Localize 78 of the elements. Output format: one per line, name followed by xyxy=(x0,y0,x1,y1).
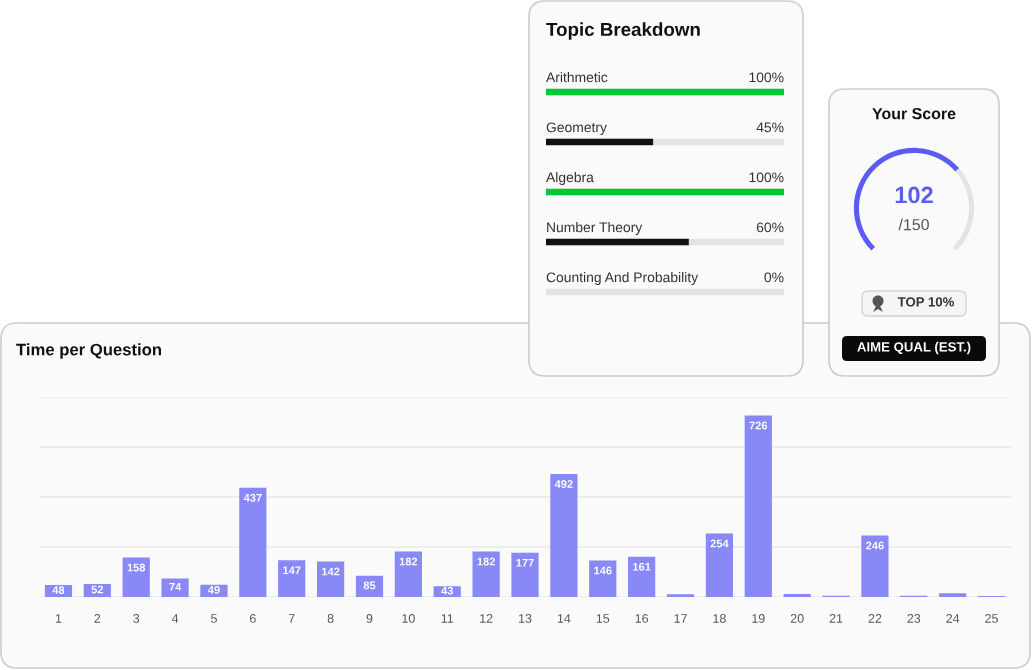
bar xyxy=(394,551,422,597)
x-tick-label: 3 xyxy=(133,614,140,623)
x-tick-label: 7 xyxy=(288,614,295,623)
chart-title: Time per Question xyxy=(16,343,161,359)
y-tick-label: Algebra xyxy=(546,172,594,185)
bar xyxy=(666,594,695,597)
x-tick-label: 8 xyxy=(327,614,334,623)
data-label: 177 xyxy=(516,558,534,567)
data-label: 45% xyxy=(756,122,784,133)
data-label: 100% xyxy=(749,72,784,83)
y-tick-label: Geometry xyxy=(546,122,607,135)
data-label: 254 xyxy=(710,539,729,548)
data-label: 158 xyxy=(127,563,146,572)
x-tick-label: 17 xyxy=(674,614,687,623)
data-label: 48 xyxy=(52,586,65,594)
bar xyxy=(511,552,539,597)
bar xyxy=(861,535,889,597)
x-tick-label: 22 xyxy=(868,614,882,623)
bar xyxy=(589,560,617,597)
y-tick-label: Counting And Probability xyxy=(546,272,699,285)
x-tick-label: 18 xyxy=(713,614,726,623)
x-tick-label: 1 xyxy=(55,614,62,623)
x-tick-label: 9 xyxy=(366,614,373,623)
data-label: 182 xyxy=(477,557,495,566)
data-label: 437 xyxy=(243,493,262,502)
text: TOP 10% xyxy=(897,297,955,307)
data-label: 161 xyxy=(633,562,651,571)
x-tick-label: 14 xyxy=(557,614,571,623)
bar xyxy=(472,551,500,597)
bar xyxy=(550,474,578,597)
x-tick-label: 2 xyxy=(94,614,101,623)
data-label: 182 xyxy=(399,557,418,566)
bar xyxy=(783,594,811,597)
text: AIME QUAL (EST.) xyxy=(857,341,971,355)
x-tick-label: 21 xyxy=(829,614,843,623)
y-tick-label: Arithmetic xyxy=(546,72,608,83)
data-label: 52 xyxy=(91,585,104,594)
bar xyxy=(316,561,345,597)
x-tick-label: 11 xyxy=(441,614,454,623)
x-tick-label: 19 xyxy=(752,614,765,623)
chart-title: Your Score xyxy=(872,107,956,120)
bar xyxy=(122,557,150,597)
bar xyxy=(161,578,189,597)
x-tick-label: 10 xyxy=(402,614,415,623)
data-label: 0% xyxy=(764,272,784,283)
data-label: 60% xyxy=(756,222,784,233)
bar xyxy=(628,556,656,597)
data-label: 85 xyxy=(363,581,376,590)
text: 102 xyxy=(895,186,933,204)
x-tick-label: 20 xyxy=(790,614,804,623)
data-label: 142 xyxy=(322,567,340,576)
text: /150 xyxy=(898,218,929,231)
bar xyxy=(239,487,267,597)
x-tick-label: 12 xyxy=(480,614,493,623)
x-tick-label: 13 xyxy=(519,614,532,623)
bar xyxy=(705,533,734,597)
data-label: 147 xyxy=(283,566,301,575)
x-tick-label: 15 xyxy=(596,614,610,623)
x-tick-label: 23 xyxy=(907,614,921,623)
x-tick-label: 4 xyxy=(171,614,179,623)
y-tick-label: Number Theory xyxy=(547,222,643,235)
data-label: 146 xyxy=(594,566,612,575)
data-label: 49 xyxy=(207,585,220,594)
x-tick-label: 6 xyxy=(250,614,256,623)
data-label: 492 xyxy=(554,480,573,488)
x-tick-label: 5 xyxy=(210,614,217,623)
x-tick-label: 25 xyxy=(985,614,998,623)
chart-title: Topic Breakdown xyxy=(546,22,700,40)
data-label: 43 xyxy=(441,586,454,595)
bar xyxy=(939,593,967,597)
bar xyxy=(744,415,772,597)
x-tick-label: 16 xyxy=(635,614,649,623)
data-label: 246 xyxy=(866,541,884,550)
bar xyxy=(278,560,306,597)
x-tick-label: 24 xyxy=(946,614,960,623)
data-label: 74 xyxy=(169,582,182,591)
data-label: 726 xyxy=(749,421,768,430)
data-label: 100% xyxy=(749,172,784,183)
